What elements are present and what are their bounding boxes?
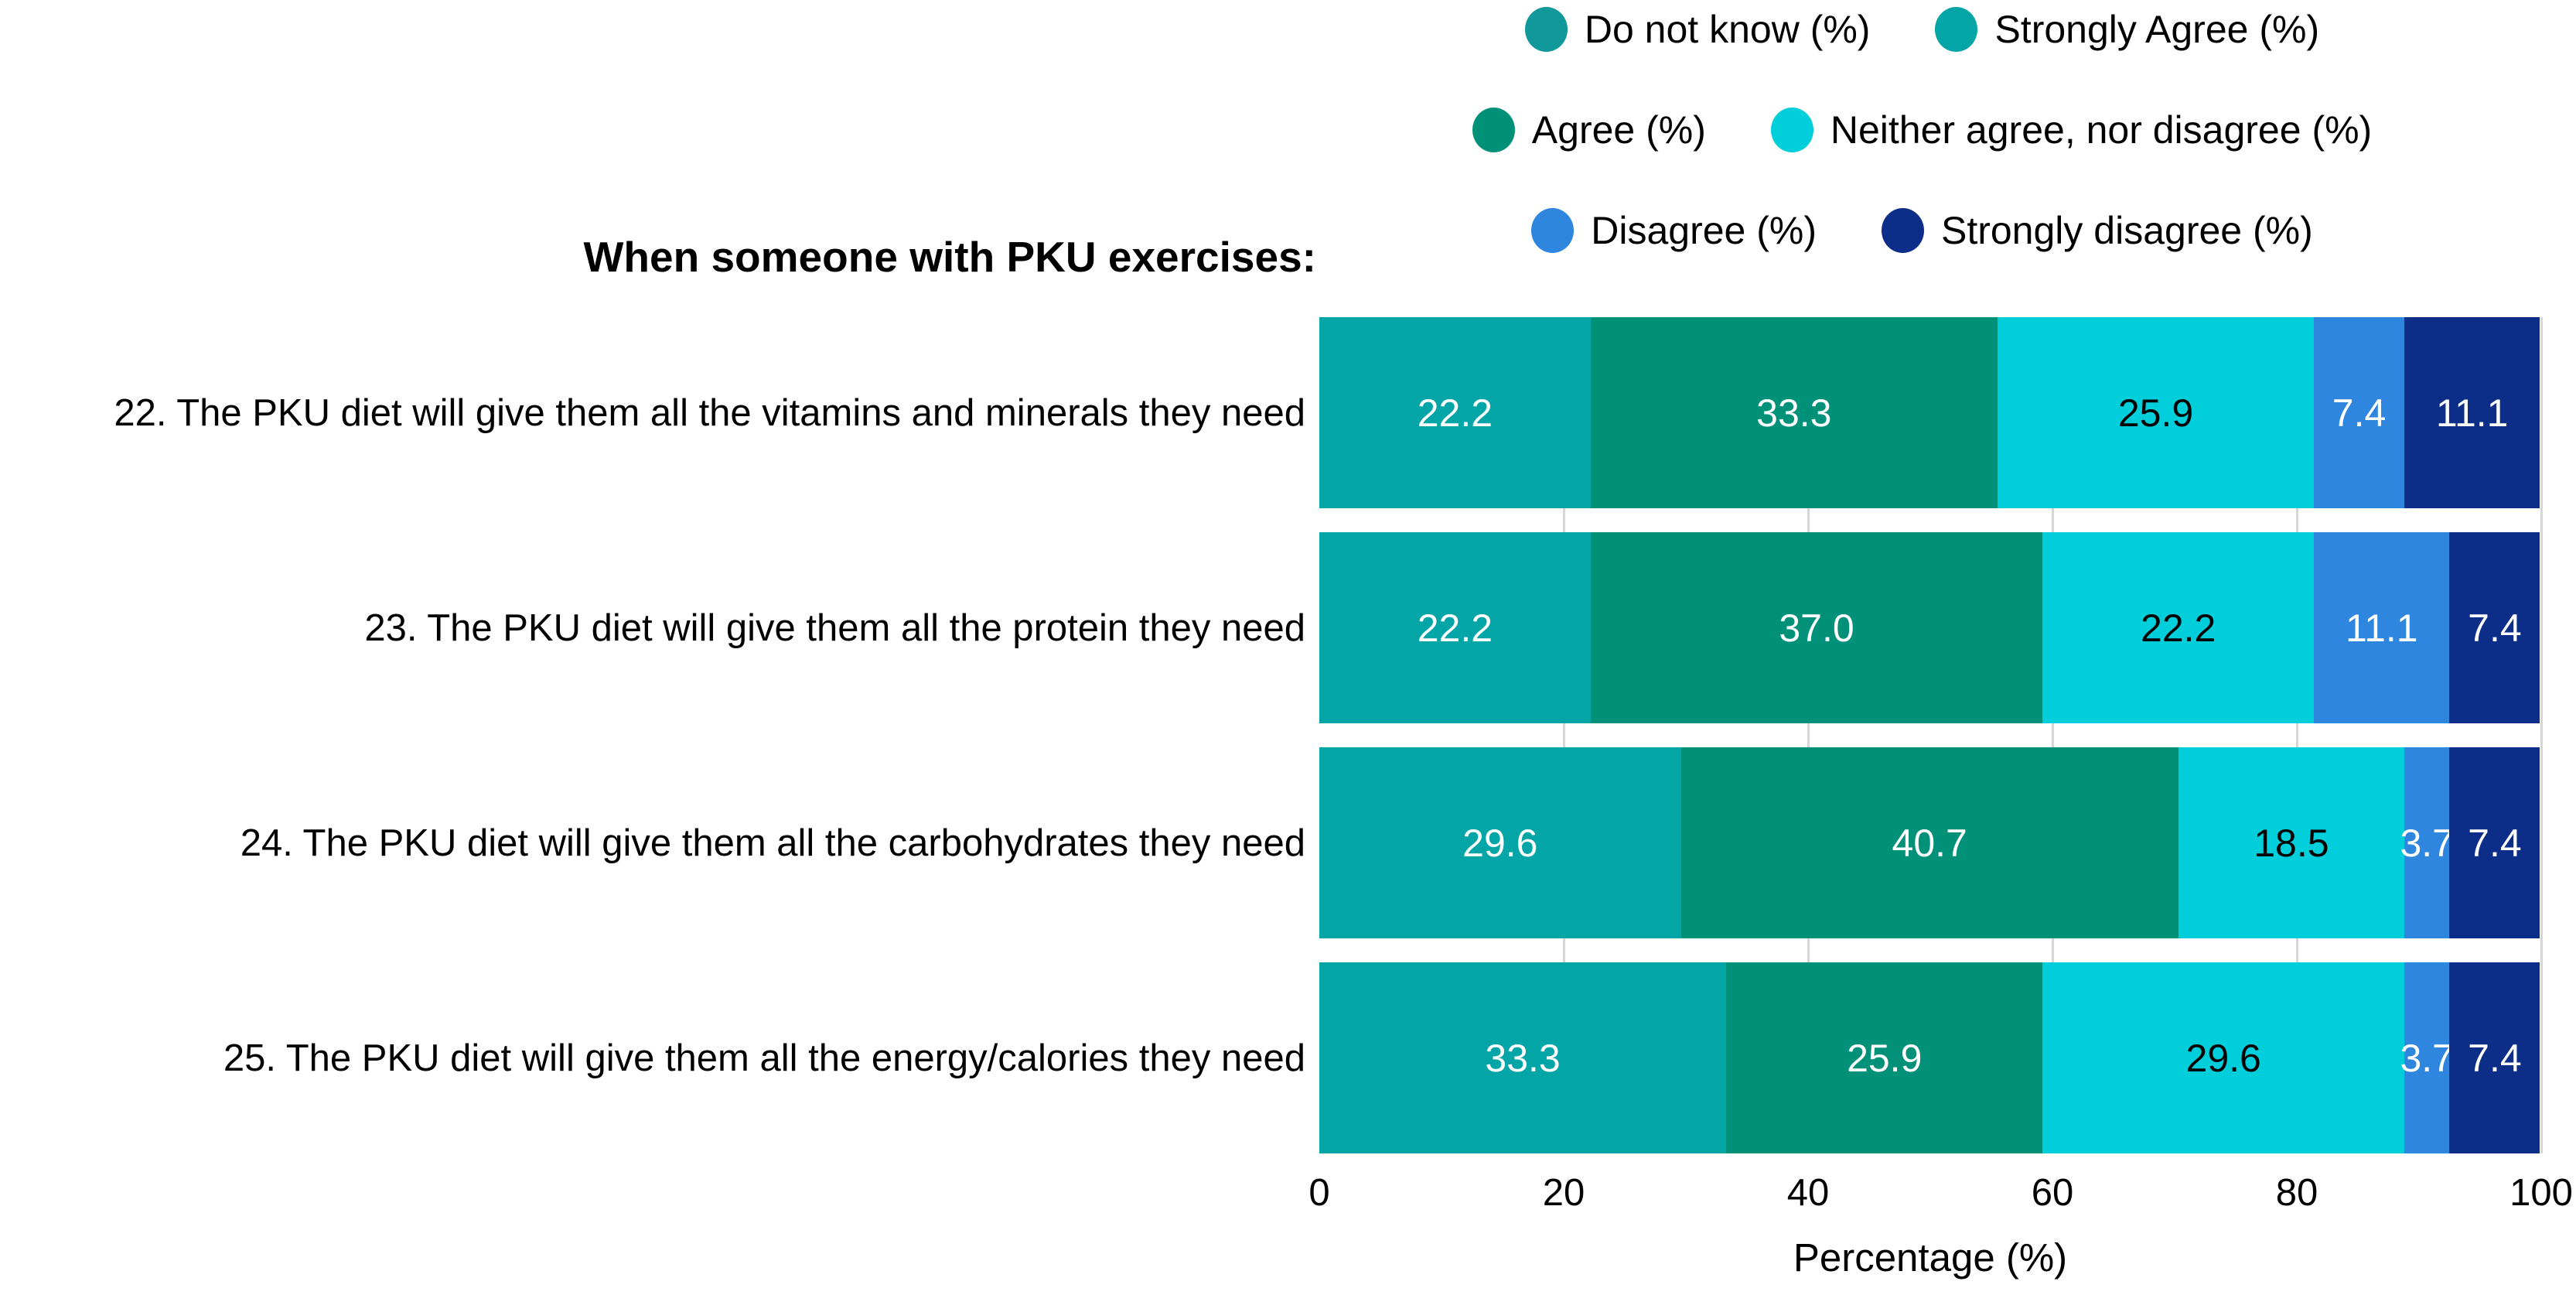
bar-segment: 7.4 [2449,747,2540,938]
x-axis: 0 20 40 60 80 100 [1308,1171,2573,1218]
segment-value: 7.4 [2468,1036,2522,1080]
bar-segment: 11.1 [2404,317,2540,508]
x-axis-tick-label: 40 [1786,1172,1830,1214]
gridline [2296,317,2298,1153]
category-label: 24. The PKU diet will give them all the … [240,822,1305,864]
bar-segment: 7.4 [2449,532,2540,723]
category-label: 22. The PKU diet will give them all the … [114,391,1305,434]
bar-segment: 25.9 [1726,962,2043,1153]
legend-swatch-icon [1531,208,1575,253]
legend-swatch-icon [1472,108,1515,152]
legend-label: Disagree (%) [1591,209,1817,252]
legend-item: Disagree (%) [1531,208,1817,253]
legend-label: Do not know (%) [1584,8,1871,51]
bar-segment: 22.2 [1319,532,1591,723]
x-axis-tick-label: 0 [1308,1172,1330,1214]
bar-segment: 25.9 [1997,317,2315,508]
bar-segment: 40.7 [1680,747,2179,938]
bar-row: 29.6 40.7 18.5 3.7 7.4 [1319,747,2541,938]
segment-value: 11.1 [2345,606,2418,650]
plot-area: 22.2 33.3 25.9 7.4 11.1 22.2 37.0 22.2 11.1 7.4 29… [1319,317,2543,1153]
legend-label: Strongly Agree (%) [1994,8,2320,51]
bar-segment: 7.4 [2314,317,2404,508]
segment-value: 22.2 [1417,606,1493,650]
bar-row: 33.3 25.9 29.6 3.7 7.4 [1319,962,2541,1153]
chart-title: When someone with PKU exercises: [583,233,1317,281]
gridline [1563,317,1565,1153]
segment-value: 25.9 [2117,391,2194,435]
segment-value: 11.1 [2435,391,2509,435]
segment-value: 25.9 [1847,1036,1923,1080]
x-axis-tick-label: 80 [2275,1172,2318,1214]
bar-segment: 7.4 [2449,962,2540,1153]
bar-segment: 3.7 [2400,962,2454,1153]
gridline [2540,317,2543,1153]
legend-swatch-icon [1524,7,1568,52]
segment-value: 40.7 [1892,821,1967,865]
legend-label: Strongly disagree (%) [1940,209,2313,252]
category-label: 25. The PKU diet will give them all the … [223,1037,1305,1079]
bar-segment: 33.3 [1590,317,1998,508]
legend-swatch-icon [1881,208,1924,253]
legend-label: Agree (%) [1531,108,1706,152]
bar-row: 22.2 33.3 25.9 7.4 11.1 [1319,317,2541,508]
segment-value: 3.7 [2400,1036,2454,1080]
category-label: 23. The PKU diet will give them all the … [364,606,1305,649]
x-axis-tick-label: 60 [2031,1172,2074,1214]
segment-value: 18.5 [2254,821,2329,865]
legend-item: Strongly Agree (%) [1935,7,2319,52]
x-axis-tick-label: 20 [1542,1172,1585,1214]
legend-swatch-icon [1935,7,1978,52]
bar-segment: 29.6 [2042,962,2405,1153]
segment-value: 29.6 [2185,1036,2261,1080]
legend-item: Strongly disagree (%) [1881,208,2313,253]
bar-segment: 22.2 [2042,532,2315,723]
legend-item: Neither agree, nor disagree (%) [1770,108,2373,152]
segment-value: 22.2 [2141,606,2216,650]
segment-value: 22.2 [1417,391,1493,435]
segment-value: 7.4 [2332,391,2387,435]
bar-segment: 29.6 [1319,747,1681,938]
legend-row: Disagree (%) Strongly disagree (%) [1268,206,2576,255]
x-axis-tick-label: 100 [2509,1172,2573,1214]
segment-value: 37.0 [1779,606,1854,650]
bar-row: 22.2 37.0 22.2 11.1 7.4 [1319,532,2541,723]
legend-row: Agree (%) Neither agree, nor disagree (%) [1268,105,2576,155]
legend: Do not know (%) Strongly Agree (%) Agree … [1268,5,2576,255]
bar-segment: 33.3 [1319,962,1727,1153]
bar-segment: 37.0 [1590,532,2043,723]
legend-label: Neither agree, nor disagree (%) [1830,108,2373,152]
legend-row: Do not know (%) Strongly Agree (%) [1268,5,2576,54]
legend-item: Agree (%) [1472,108,1706,152]
bar-segment: 18.5 [2178,747,2405,938]
bar-segment: 3.7 [2400,747,2454,938]
segment-value: 7.4 [2468,606,2522,650]
gridline [1807,317,1810,1153]
segment-value: 29.6 [1462,821,1538,865]
segment-value: 7.4 [2468,821,2522,865]
bar-segment: 11.1 [2314,532,2450,723]
legend-swatch-icon [1770,108,1813,152]
x-axis-title: Percentage (%) [1793,1235,2068,1280]
gridline [2052,317,2054,1153]
legend-item: Do not know (%) [1524,7,1871,52]
segment-value: 33.3 [1485,1036,1561,1080]
segment-value: 3.7 [2400,821,2454,865]
bar-segment: 22.2 [1319,317,1591,508]
segment-value: 33.3 [1756,391,1832,435]
